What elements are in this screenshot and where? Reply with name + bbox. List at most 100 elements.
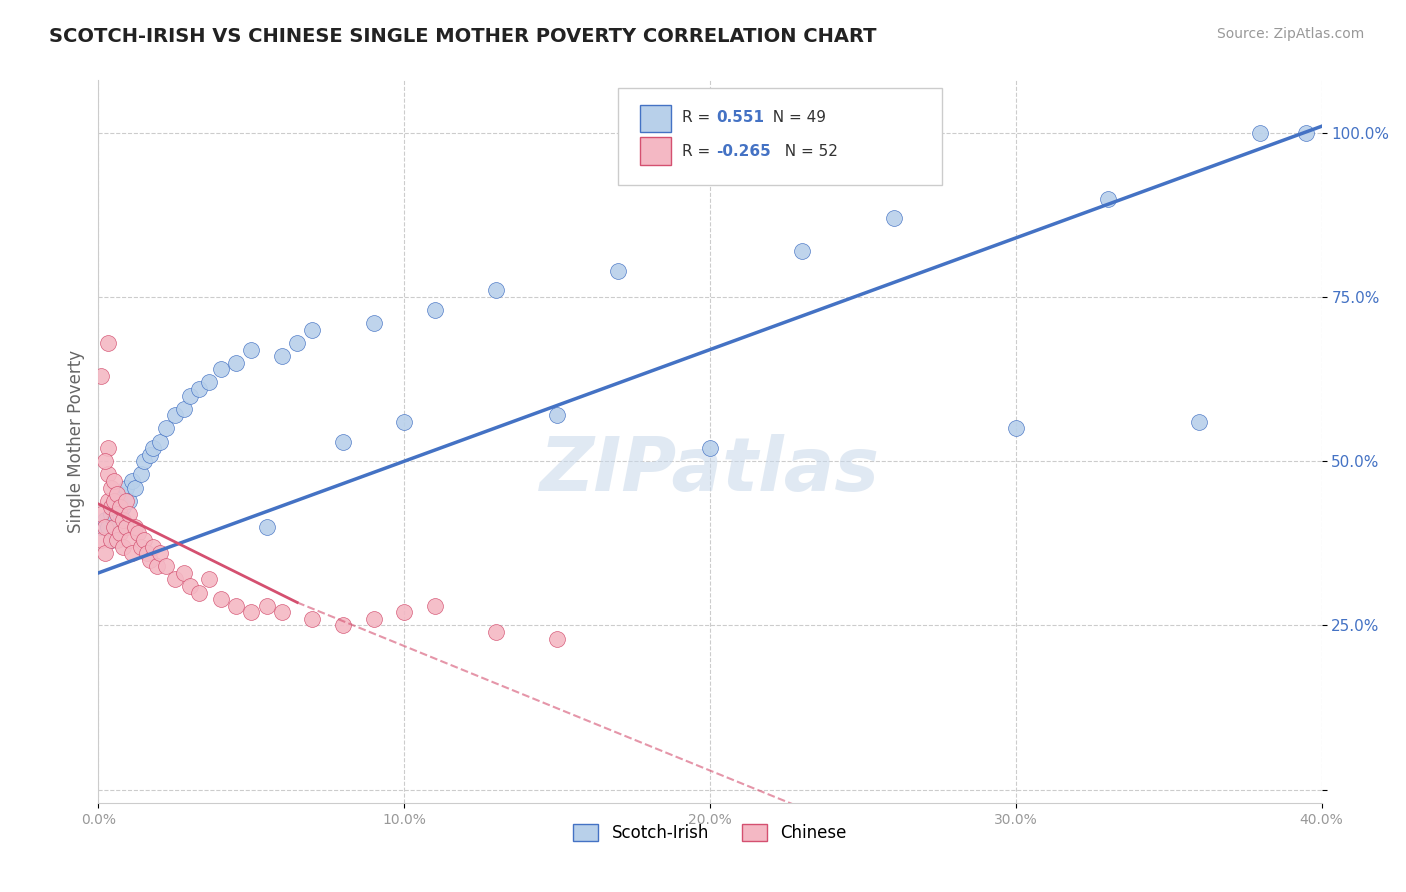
Point bbox=[139, 553, 162, 567]
Point bbox=[485, 625, 508, 640]
Point bbox=[103, 500, 125, 515]
Point bbox=[149, 434, 172, 449]
Point bbox=[129, 467, 152, 482]
Point bbox=[392, 605, 416, 619]
Point bbox=[225, 356, 247, 370]
Point bbox=[256, 599, 278, 613]
Point bbox=[103, 520, 125, 534]
Text: N = 49: N = 49 bbox=[762, 111, 825, 126]
Point bbox=[1004, 421, 1026, 435]
Point bbox=[100, 500, 122, 515]
Text: -0.265: -0.265 bbox=[716, 144, 770, 159]
Point bbox=[90, 520, 112, 534]
Point bbox=[105, 487, 128, 501]
Point bbox=[1097, 192, 1119, 206]
Point bbox=[111, 513, 134, 527]
Point bbox=[1188, 415, 1211, 429]
Point bbox=[699, 441, 721, 455]
Point bbox=[270, 349, 292, 363]
Point bbox=[155, 421, 177, 435]
Point bbox=[93, 546, 115, 560]
Point bbox=[197, 573, 219, 587]
Point bbox=[546, 409, 568, 423]
Point bbox=[607, 264, 630, 278]
Point bbox=[332, 618, 354, 632]
Point bbox=[197, 376, 219, 390]
Point bbox=[225, 599, 247, 613]
Point bbox=[93, 520, 115, 534]
Point bbox=[100, 481, 122, 495]
Point bbox=[105, 507, 128, 521]
Point bbox=[790, 244, 813, 258]
Text: 0.551: 0.551 bbox=[716, 111, 763, 126]
Point bbox=[363, 612, 385, 626]
Point bbox=[332, 434, 354, 449]
Point bbox=[105, 493, 128, 508]
Point bbox=[111, 500, 134, 515]
Point bbox=[256, 520, 278, 534]
Point bbox=[100, 533, 122, 547]
Point bbox=[423, 599, 446, 613]
Text: R =: R = bbox=[682, 144, 716, 159]
Point bbox=[118, 493, 141, 508]
Point bbox=[108, 487, 131, 501]
Y-axis label: Single Mother Poverty: Single Mother Poverty bbox=[66, 350, 84, 533]
Point bbox=[270, 605, 292, 619]
Point bbox=[188, 585, 211, 599]
Point bbox=[108, 526, 131, 541]
Point bbox=[163, 573, 186, 587]
Text: Source: ZipAtlas.com: Source: ZipAtlas.com bbox=[1216, 27, 1364, 41]
FancyBboxPatch shape bbox=[619, 87, 942, 185]
Point bbox=[118, 533, 141, 547]
Point bbox=[115, 520, 138, 534]
Point bbox=[136, 546, 159, 560]
Point bbox=[121, 474, 143, 488]
Point bbox=[103, 474, 125, 488]
Point bbox=[423, 303, 446, 318]
Point bbox=[485, 284, 508, 298]
Point bbox=[124, 481, 146, 495]
Point bbox=[97, 520, 120, 534]
Point bbox=[105, 533, 128, 547]
Point bbox=[93, 513, 115, 527]
Point bbox=[142, 540, 165, 554]
Point bbox=[90, 533, 112, 547]
Point bbox=[134, 454, 156, 468]
Point bbox=[546, 632, 568, 646]
Point bbox=[105, 520, 128, 534]
Point bbox=[134, 533, 156, 547]
Point bbox=[108, 500, 131, 515]
Point bbox=[97, 336, 120, 351]
Point bbox=[100, 533, 122, 547]
Point bbox=[139, 448, 162, 462]
Point bbox=[121, 546, 143, 560]
Point bbox=[115, 493, 138, 508]
Point bbox=[188, 382, 211, 396]
Point bbox=[145, 559, 167, 574]
Point bbox=[100, 507, 122, 521]
Point bbox=[155, 559, 177, 574]
Point bbox=[90, 507, 112, 521]
Point bbox=[115, 481, 138, 495]
FancyBboxPatch shape bbox=[640, 137, 671, 165]
Point bbox=[173, 401, 195, 416]
Point bbox=[179, 579, 201, 593]
Text: N = 52: N = 52 bbox=[775, 144, 838, 159]
Point bbox=[173, 566, 195, 580]
Point bbox=[97, 441, 120, 455]
Point bbox=[363, 316, 385, 330]
Point bbox=[127, 526, 149, 541]
Point bbox=[118, 507, 141, 521]
Point bbox=[142, 441, 165, 455]
Point bbox=[301, 323, 323, 337]
Text: SCOTCH-IRISH VS CHINESE SINGLE MOTHER POVERTY CORRELATION CHART: SCOTCH-IRISH VS CHINESE SINGLE MOTHER PO… bbox=[49, 27, 877, 45]
Legend: Scotch-Irish, Chinese: Scotch-Irish, Chinese bbox=[567, 817, 853, 848]
Point bbox=[883, 211, 905, 226]
Point bbox=[149, 546, 172, 560]
Point bbox=[108, 507, 131, 521]
Point bbox=[163, 409, 186, 423]
Point bbox=[93, 454, 115, 468]
Text: ZIPatlas: ZIPatlas bbox=[540, 434, 880, 507]
Point bbox=[240, 605, 263, 619]
Point bbox=[209, 362, 232, 376]
